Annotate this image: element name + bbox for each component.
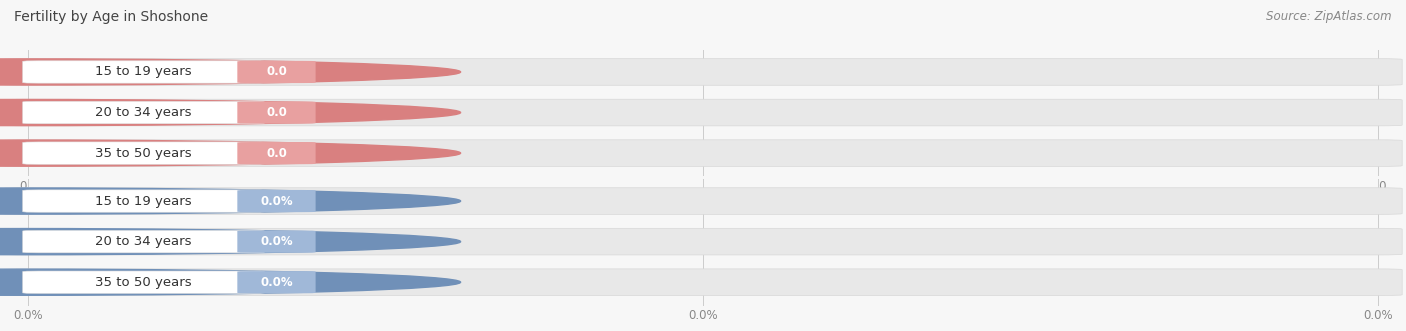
Text: 35 to 50 years: 35 to 50 years bbox=[96, 147, 191, 160]
Circle shape bbox=[0, 228, 461, 255]
Text: 0.0%: 0.0% bbox=[260, 195, 292, 208]
FancyBboxPatch shape bbox=[22, 61, 264, 83]
Text: 15 to 19 years: 15 to 19 years bbox=[96, 195, 191, 208]
Text: 0.0: 0.0 bbox=[266, 147, 287, 160]
Text: 0.0%: 0.0% bbox=[260, 276, 292, 289]
Text: 20 to 34 years: 20 to 34 years bbox=[96, 235, 191, 248]
Circle shape bbox=[0, 99, 461, 126]
FancyBboxPatch shape bbox=[22, 190, 264, 212]
FancyBboxPatch shape bbox=[22, 101, 264, 124]
FancyBboxPatch shape bbox=[238, 271, 315, 293]
Text: Fertility by Age in Shoshone: Fertility by Age in Shoshone bbox=[14, 10, 208, 24]
FancyBboxPatch shape bbox=[238, 142, 315, 164]
FancyBboxPatch shape bbox=[4, 228, 1402, 255]
FancyBboxPatch shape bbox=[238, 61, 315, 83]
Text: 15 to 19 years: 15 to 19 years bbox=[96, 66, 191, 78]
Circle shape bbox=[0, 269, 461, 295]
Circle shape bbox=[0, 59, 461, 85]
FancyBboxPatch shape bbox=[4, 99, 1402, 126]
Text: 35 to 50 years: 35 to 50 years bbox=[96, 276, 191, 289]
Circle shape bbox=[0, 188, 461, 214]
FancyBboxPatch shape bbox=[4, 140, 1402, 166]
Text: 0.0%: 0.0% bbox=[260, 235, 292, 248]
FancyBboxPatch shape bbox=[238, 230, 315, 253]
FancyBboxPatch shape bbox=[238, 190, 315, 212]
FancyBboxPatch shape bbox=[238, 101, 315, 124]
Text: 20 to 34 years: 20 to 34 years bbox=[96, 106, 191, 119]
FancyBboxPatch shape bbox=[22, 142, 264, 164]
FancyBboxPatch shape bbox=[4, 59, 1402, 85]
Text: Source: ZipAtlas.com: Source: ZipAtlas.com bbox=[1267, 10, 1392, 23]
Circle shape bbox=[0, 140, 461, 166]
FancyBboxPatch shape bbox=[22, 271, 264, 293]
FancyBboxPatch shape bbox=[4, 269, 1402, 296]
FancyBboxPatch shape bbox=[4, 188, 1402, 214]
Text: 0.0: 0.0 bbox=[266, 66, 287, 78]
FancyBboxPatch shape bbox=[22, 230, 264, 253]
Text: 0.0: 0.0 bbox=[266, 106, 287, 119]
